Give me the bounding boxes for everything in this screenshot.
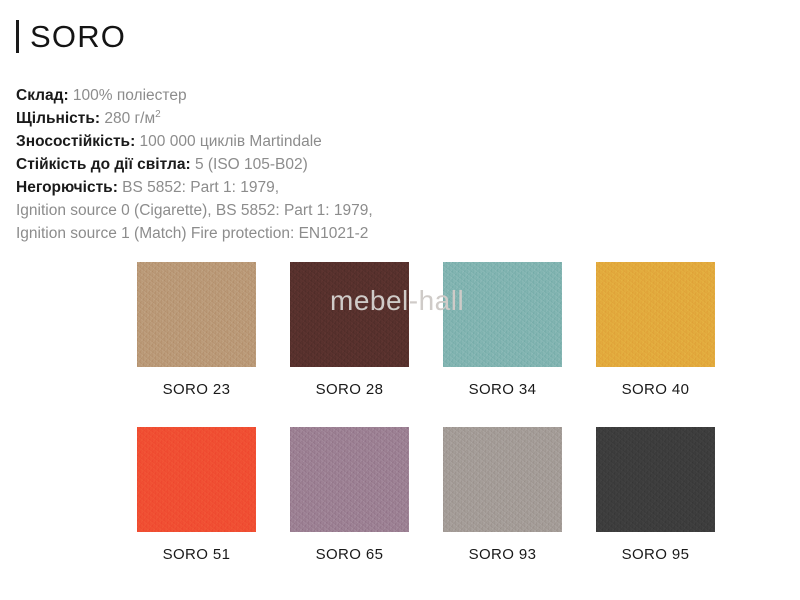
spec-label-density: Щільність: [16, 110, 101, 127]
swatch-color-soro-28[interactable] [290, 262, 409, 367]
swatch-grid-row-1: SORO 23 SORO 28 SORO 34 SORO 40 [137, 262, 715, 398]
swatch-label: SORO 93 [468, 546, 537, 563]
spec-value-density: 280 г/м [104, 110, 156, 127]
fabric-texture-overlay [137, 427, 256, 532]
swatch-label: SORO 95 [621, 546, 690, 563]
spec-line-lightfastness: Стійкість до дії світла: 5 (ISO 105-B02) [16, 153, 486, 176]
spec-value-composition: 100% поліестер [72, 87, 187, 104]
spec-value-lightfastness: 5 (ISO 105-B02) [194, 156, 308, 173]
spec-value-abrasion: 100 000 циклів Martindale [139, 133, 322, 150]
spec-label-flammability: Негорючість: [16, 179, 118, 196]
specifications-block: Склад: 100% поліестер Щільність: 280 г/м… [16, 84, 486, 245]
spec-line-composition: Склад: 100% поліестер [16, 84, 486, 107]
fabric-texture-overlay [596, 427, 715, 532]
spec-line-density: Щільність: 280 г/м2 [16, 107, 486, 130]
swatch-color-soro-34[interactable] [443, 262, 562, 367]
fabric-texture-overlay [290, 262, 409, 367]
swatch-cell[interactable]: SORO 23 [137, 262, 256, 398]
fabric-texture-overlay [596, 262, 715, 367]
spec-continuation-line-2: Ignition source 1 (Match) Fire protectio… [16, 225, 369, 242]
page-title: SORO [16, 20, 126, 53]
swatch-color-soro-93[interactable] [443, 427, 562, 532]
swatch-color-soro-51[interactable] [137, 427, 256, 532]
swatch-color-soro-65[interactable] [290, 427, 409, 532]
swatch-color-soro-23[interactable] [137, 262, 256, 367]
swatch-cell[interactable]: SORO 51 [137, 427, 256, 563]
swatch-cell[interactable]: SORO 40 [596, 262, 715, 398]
swatch-color-soro-40[interactable] [596, 262, 715, 367]
fabric-texture-overlay [443, 427, 562, 532]
fabric-texture-overlay [290, 427, 409, 532]
fabric-texture-overlay [443, 262, 562, 367]
title-text: SORO [30, 19, 127, 54]
spec-continuation-line-1: Ignition source 0 (Cigarette), BS 5852: … [16, 202, 373, 219]
swatch-cell[interactable]: SORO 93 [443, 427, 562, 563]
spec-line-abrasion: Зносостійкість: 100 000 циклів Martindal… [16, 130, 486, 153]
swatch-cell[interactable]: SORO 95 [596, 427, 715, 563]
swatch-label: SORO 51 [162, 546, 231, 563]
swatch-label: SORO 34 [468, 381, 537, 398]
swatch-grid-row-2: SORO 51 SORO 65 SORO 93 SORO 95 [137, 427, 715, 563]
title-accent-bar [16, 20, 19, 53]
spec-label-composition: Склад: [16, 87, 69, 104]
fabric-texture-overlay [137, 262, 256, 367]
swatch-cell[interactable]: SORO 34 [443, 262, 562, 398]
swatch-label: SORO 28 [315, 381, 384, 398]
spec-value-flammability: BS 5852: Part 1: 1979, [122, 179, 280, 196]
swatch-color-soro-95[interactable] [596, 427, 715, 532]
swatch-label: SORO 65 [315, 546, 384, 563]
swatch-cell[interactable]: SORO 65 [290, 427, 409, 563]
swatch-label: SORO 40 [621, 381, 690, 398]
spec-line-flammability: Негорючість: BS 5852: Part 1: 1979, [16, 176, 486, 199]
swatch-cell[interactable]: SORO 28 [290, 262, 409, 398]
spec-label-abrasion: Зносостійкість: [16, 133, 136, 150]
spec-label-lightfastness: Стійкість до дії світла: [16, 156, 191, 173]
spec-value-density-superscript: 2 [155, 108, 161, 120]
swatch-label: SORO 23 [162, 381, 231, 398]
